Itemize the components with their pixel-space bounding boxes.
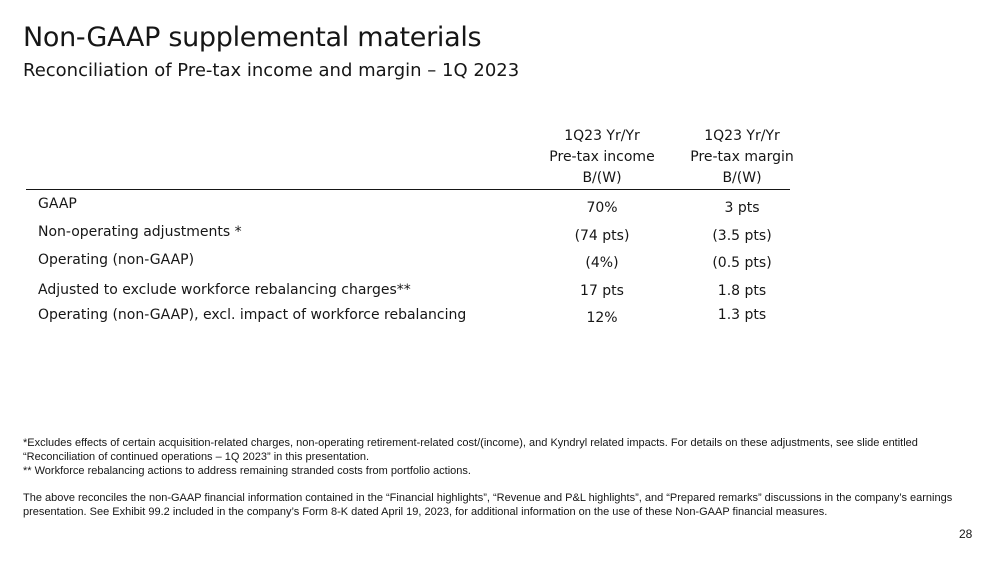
row-margin-value: 3 pts [724, 200, 760, 216]
column-header-line: Pre-tax income [549, 149, 655, 165]
row-margin-value: 1.3 pts [717, 307, 767, 323]
row-label: GAAP [38, 196, 77, 212]
footnote-reconciliation: The above reconciles the non-GAAP financ… [23, 492, 953, 518]
table-row: Non-operating adjustments * (74 pts) (3.… [0, 224, 999, 244]
page-number: 28 [959, 527, 973, 541]
column-header-line: B/(W) [582, 170, 622, 186]
table-row: GAAP 70% 3 pts [0, 196, 999, 216]
page-subtitle: Reconciliation of Pre-tax income and mar… [23, 60, 520, 81]
column-header-line: B/(W) [722, 170, 762, 186]
table-row: Adjusted to exclude workforce rebalancin… [0, 282, 999, 302]
footnote-adjustments: *Excludes effects of certain acquisition… [23, 437, 918, 463]
row-margin-value: 1.8 pts [717, 283, 767, 299]
row-income-value: (74 pts) [574, 228, 630, 244]
row-income-value: (4%) [585, 255, 619, 271]
table-row: Operating (non-GAAP), excl. impact of wo… [0, 307, 999, 327]
footnote-spacer [23, 478, 958, 491]
row-income-value: 70% [586, 200, 618, 216]
row-margin-value: (0.5 pts) [712, 255, 772, 271]
column-header-line: 1Q23 Yr/Yr [704, 128, 780, 144]
page-title: Non-GAAP supplemental materials [23, 22, 482, 53]
column-header-pretax-income: 1Q23 Yr/Yr Pre-tax income B/(W) [540, 126, 664, 189]
row-label: Adjusted to exclude workforce rebalancin… [38, 282, 411, 298]
row-income-value: 12% [586, 310, 618, 326]
row-income-value: 17 pts [580, 283, 624, 299]
table-header-divider [26, 189, 790, 190]
row-label: Non-operating adjustments * [38, 224, 242, 240]
footnotes: *Excludes effects of certain acquisition… [23, 436, 958, 519]
column-header-line: 1Q23 Yr/Yr [564, 128, 640, 144]
row-label: Operating (non-GAAP), excl. impact of wo… [38, 307, 467, 323]
table-row: Operating (non-GAAP) (4%) (0.5 pts) [0, 252, 999, 272]
row-label: Operating (non-GAAP) [38, 252, 195, 268]
footnote-workforce: ** Workforce rebalancing actions to addr… [23, 465, 471, 477]
column-header-pretax-margin: 1Q23 Yr/Yr Pre-tax margin B/(W) [680, 126, 804, 189]
column-header-line: Pre-tax margin [690, 149, 794, 165]
row-margin-value: (3.5 pts) [712, 228, 772, 244]
